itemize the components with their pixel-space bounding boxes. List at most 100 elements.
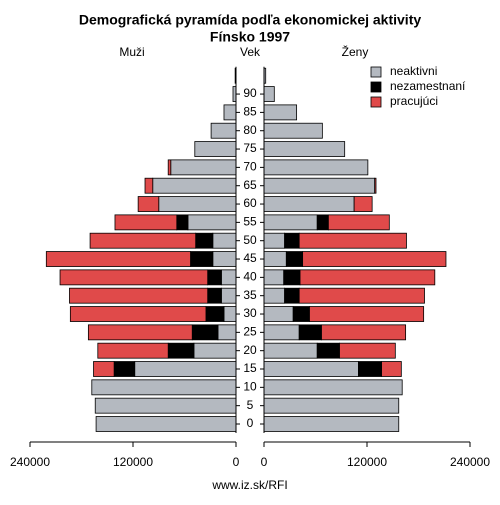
- bar-male: [221, 269, 237, 286]
- age-label: 15: [243, 361, 257, 375]
- bar-female: [263, 86, 275, 102]
- source: www.iz.sk/RFI: [211, 478, 287, 492]
- x-tick-label: 240000: [10, 455, 50, 469]
- bar-female: [263, 196, 355, 212]
- bar-female: [263, 342, 318, 359]
- bar-female: [263, 141, 346, 157]
- bar-male: [94, 397, 237, 414]
- age-label: 70: [243, 160, 257, 174]
- bar-female: [263, 379, 403, 396]
- bar-male: [170, 159, 237, 176]
- bar-female: [316, 214, 329, 231]
- bar-male: [97, 342, 169, 359]
- legend-label: nezamestnaní: [390, 79, 466, 93]
- x-tick-label: 120000: [347, 455, 387, 469]
- bar-male: [59, 269, 209, 286]
- chart-subtitle: Fínsko 1997: [210, 29, 290, 45]
- bar-male: [69, 287, 209, 304]
- bar-female: [374, 177, 377, 194]
- age-label: 30: [243, 306, 257, 320]
- bar-male: [193, 342, 237, 359]
- age-label: 10: [243, 380, 257, 394]
- age-label: 80: [243, 123, 257, 137]
- bar-male: [95, 416, 237, 432]
- bar-female: [263, 306, 294, 322]
- bar-female: [263, 232, 286, 249]
- bar-male: [194, 141, 237, 157]
- bar-male: [114, 214, 178, 231]
- bar-male: [89, 232, 197, 249]
- bar-male: [212, 251, 237, 267]
- bar-female: [298, 324, 322, 341]
- bar-female: [263, 269, 285, 286]
- bar-female: [284, 232, 300, 249]
- bar-male: [223, 104, 237, 121]
- age-label: 0: [247, 416, 254, 430]
- bar-female: [299, 269, 436, 286]
- x-tick-label: 0: [233, 455, 240, 469]
- right-label: Ženy: [342, 44, 369, 59]
- bar-male: [187, 214, 237, 231]
- x-tick-label: 240000: [450, 455, 490, 469]
- bar-female: [321, 324, 407, 341]
- bar-male: [223, 306, 237, 322]
- bar-male: [205, 306, 225, 322]
- bar-female: [302, 251, 447, 267]
- x-tick-label: 120000: [113, 455, 153, 469]
- bar-female: [263, 251, 287, 267]
- chart-title: Demografická pyramída podľa ekonomickej …: [79, 12, 422, 28]
- age-label: 50: [243, 233, 257, 247]
- bar-female: [263, 324, 300, 341]
- bar-male: [190, 251, 214, 267]
- bar-female: [263, 361, 359, 377]
- bar-female: [283, 269, 301, 286]
- bar-female: [263, 416, 400, 432]
- legend-label: pracujúci: [390, 94, 438, 108]
- bar-male: [176, 214, 189, 231]
- left-label: Muži: [119, 45, 144, 59]
- bar-female: [358, 361, 382, 377]
- bar-male: [207, 269, 222, 286]
- bar-female: [298, 232, 407, 249]
- age-label: 40: [243, 270, 257, 284]
- bar-female: [284, 287, 300, 304]
- age-label: 5: [247, 398, 254, 412]
- age-label: 55: [243, 215, 257, 229]
- age-label: 25: [243, 325, 257, 339]
- age-label: 20: [243, 343, 257, 357]
- bar-male: [210, 122, 237, 139]
- bar-female: [309, 306, 425, 322]
- bar-female: [263, 287, 286, 304]
- bar-female: [263, 214, 318, 231]
- bar-male: [207, 287, 222, 304]
- age-label: 75: [243, 141, 257, 155]
- age-label: 35: [243, 288, 257, 302]
- bar-female: [316, 342, 340, 359]
- legend-swatch: [370, 66, 382, 78]
- bar-male: [167, 342, 195, 359]
- bar-female: [263, 159, 369, 176]
- age-label: 90: [243, 86, 257, 100]
- bar-male: [212, 232, 237, 249]
- age-label: 45: [243, 251, 257, 265]
- bar-female: [263, 122, 323, 139]
- age-label: 65: [243, 178, 257, 192]
- bar-female: [285, 251, 304, 267]
- bar-male: [217, 324, 237, 341]
- legend-swatch: [370, 96, 382, 108]
- bar-male: [113, 361, 136, 377]
- bar-female: [298, 287, 425, 304]
- legend-label: neaktivni: [390, 64, 437, 78]
- bar-male: [158, 196, 237, 212]
- bar-female: [263, 104, 298, 121]
- bar-male: [93, 361, 115, 377]
- bar-male: [221, 287, 237, 304]
- bar-male: [144, 177, 154, 194]
- bar-male: [167, 159, 172, 176]
- bar-male: [137, 196, 160, 212]
- bar-male: [191, 324, 219, 341]
- bar-female: [292, 306, 310, 322]
- bar-female: [327, 214, 390, 231]
- bar-female: [353, 196, 373, 212]
